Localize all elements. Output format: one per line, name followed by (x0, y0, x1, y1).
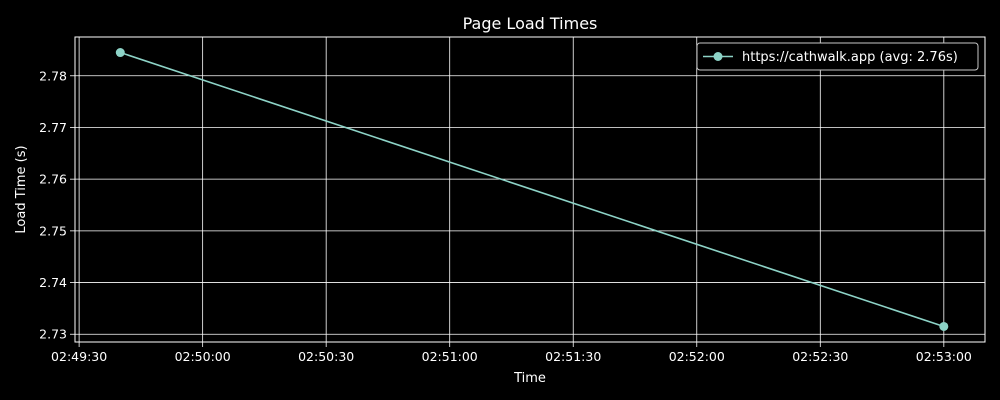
legend-box (696, 42, 979, 71)
x-tick-label: 02:53:00 (916, 349, 972, 364)
series-layer (115, 48, 949, 331)
chart-title: Page Load Times (463, 14, 598, 33)
x-tick-label: 02:49:30 (51, 349, 107, 364)
data-point-marker (115, 48, 125, 58)
legend-marker-swatch (713, 52, 723, 61)
x-axis-label: Time (513, 371, 546, 386)
data-point-marker (939, 321, 949, 331)
y-tick-label: 2.74 (39, 275, 67, 290)
series-line (120, 51, 945, 328)
legend: https://cathwalk.app (avg: 2.76s) (696, 42, 979, 71)
x-tick-label: 02:52:30 (792, 349, 848, 364)
x-tick-label: 02:51:30 (545, 349, 601, 364)
x-tick-label: 02:50:00 (175, 349, 231, 364)
plot-area-frame (74, 36, 986, 343)
y-tick-label: 2.77 (39, 120, 67, 135)
legend-entry-label: https://cathwalk.app (avg: 2.76s) (742, 50, 958, 65)
y-axis-label: Load Time (s) (14, 145, 29, 233)
x-tick-label: 02:52:00 (669, 349, 725, 364)
y-tick-label: 2.78 (39, 68, 67, 83)
x-tick-label: 02:51:00 (422, 349, 478, 364)
x-tick-label: 02:50:30 (298, 349, 354, 364)
y-tick-label: 2.73 (39, 327, 67, 342)
y-axis: 2.73 2.74 2.75 2.76 2.77 2.78 (39, 68, 75, 342)
y-tick-label: 2.75 (39, 223, 67, 238)
y-tick-label: 2.76 (39, 172, 67, 187)
x-axis: 02:49:30 02:50:00 02:50:30 02:51:00 02:51:30… (51, 342, 972, 364)
grid-lines (75, 37, 985, 342)
